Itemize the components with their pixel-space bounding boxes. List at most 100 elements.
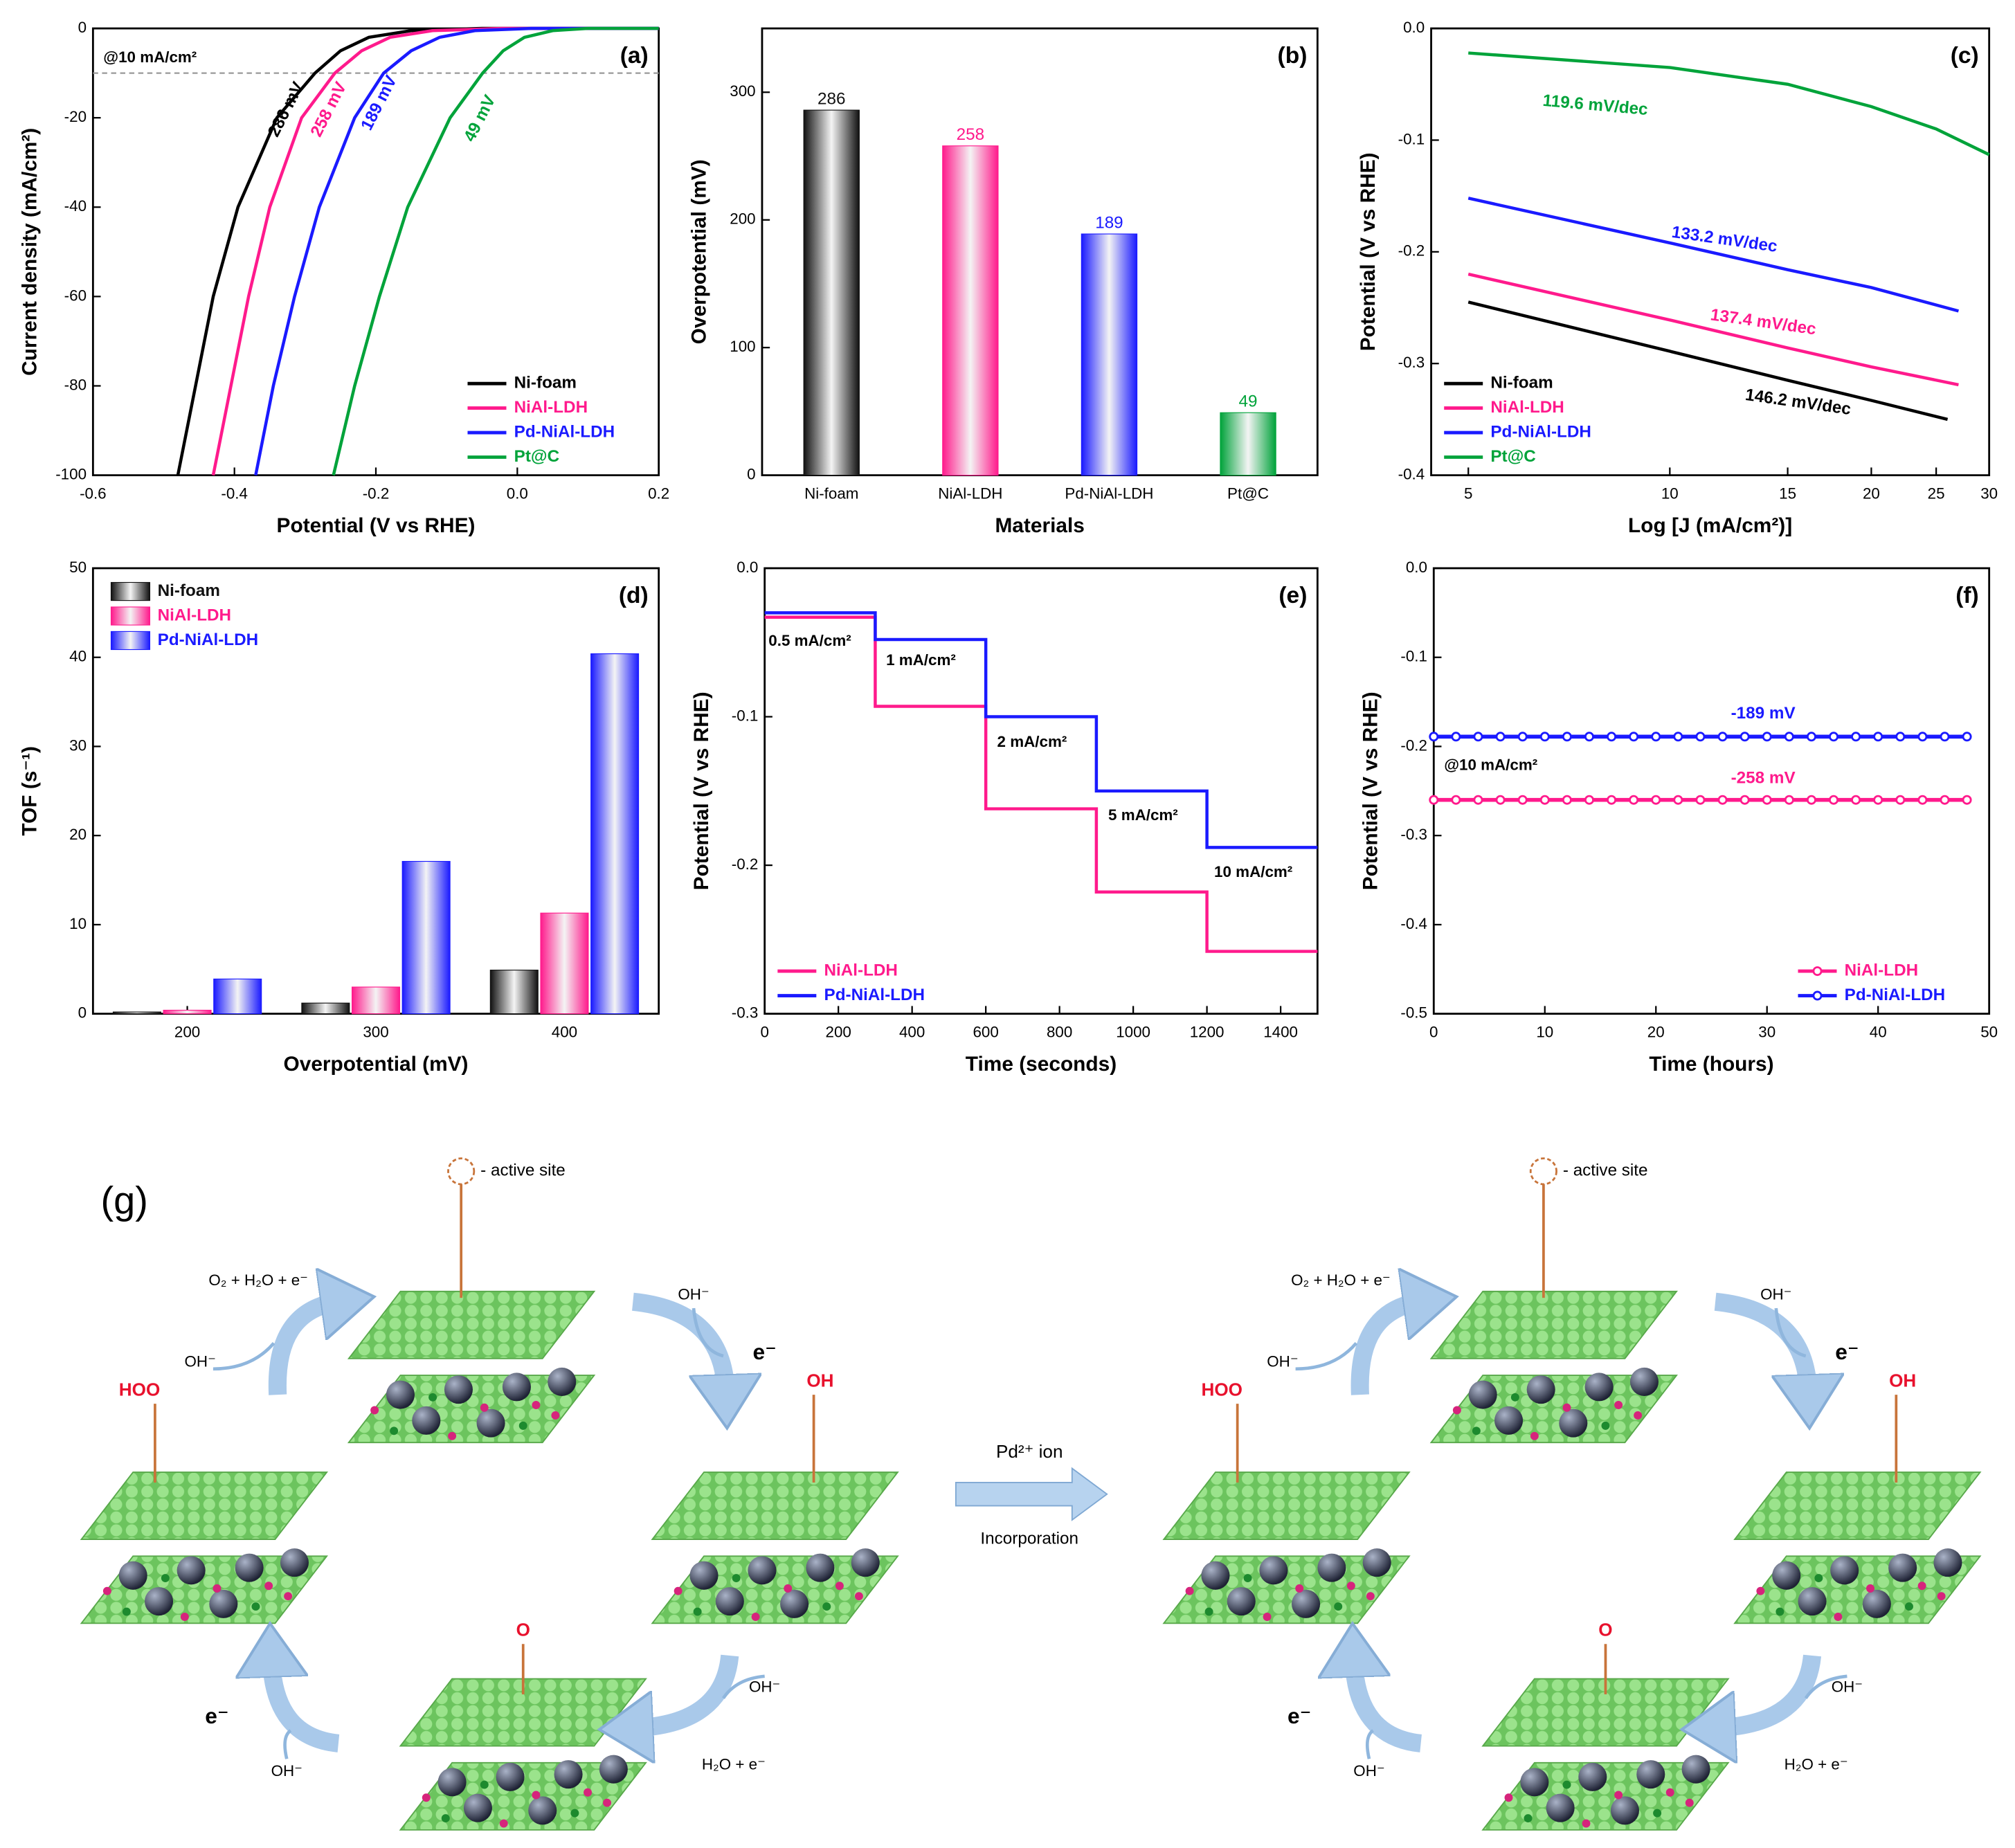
y-axis-label: Current density (mA/cm²) [19,128,42,376]
inflow-arrow [283,1729,292,1759]
panel: 0 100 200 300 Materials Overpotential (mV) (b)… [687,27,1319,537]
anion [693,1607,702,1616]
x-tick-label: 10 [1661,485,1679,502]
cycle-arrow [1714,1292,1808,1393]
y-tick-label: 0 [78,19,87,36]
anion [1685,1798,1694,1807]
marker [1940,732,1950,742]
bar [942,145,999,476]
marker [1940,795,1950,805]
metal-atom [476,1408,505,1438]
metal-atom [806,1553,835,1582]
marker [1473,732,1483,742]
x-tick-label: 600 [973,1024,998,1041]
y-axis-label: Potential (V vs RHE) [690,691,713,890]
metal-atom [1201,1561,1230,1590]
marker [1429,732,1439,742]
ldh-layer [1429,1290,1678,1359]
anion [1582,1819,1591,1828]
marker [1495,732,1506,742]
incorporation-arrow [955,1467,1108,1521]
anion [1185,1586,1194,1595]
diagram-label: e⁻ [1287,1703,1311,1728]
anion [1814,1574,1823,1583]
anion [1504,1793,1513,1802]
anion [854,1592,863,1601]
bar [489,970,539,1015]
ldh-slab [399,1678,647,1831]
marker [1762,732,1772,742]
ldh-layer [399,1678,647,1747]
x-tick-label: 200 [174,1024,200,1041]
x-tick-label: Ni-foam [804,485,858,502]
x-tick-label: 0 [760,1024,768,1041]
marker [1584,795,1594,805]
anion [422,1793,431,1802]
marker [1495,795,1506,805]
panel-label: (g) [101,1179,148,1222]
anion [835,1582,844,1591]
ldh-slab [1429,1290,1678,1444]
legend-label: NiAl-LDH [1490,398,1564,417]
diagram-label: O [516,1619,530,1640]
anion [1614,1401,1623,1409]
line [764,611,1318,849]
metal-atom [689,1561,719,1590]
y-tick-label: 0.0 [737,559,758,576]
anion [370,1406,379,1415]
metal-atom [1888,1553,1917,1582]
y-tick-label: -0.2 [1400,736,1427,754]
x-axis-label: Overpotential (mV) [284,1053,469,1076]
diagram-label: OH⁻ [1832,1678,1863,1696]
y-tick-label: -100 [55,466,87,483]
marker [1717,732,1728,742]
legend-swatch [110,581,151,601]
anion [499,1819,508,1828]
panel: -0.3 -0.2 -0.1 0.0 0 200 400 600 800 1000 1200 1400… [690,559,1319,1076]
y-axis-label: Potential (V vs RHE) [1357,152,1380,351]
anion [102,1586,111,1595]
anion [1775,1607,1784,1616]
diagram-label: O₂ + H₂O + e⁻ [208,1271,308,1289]
y-tick-label: -0.1 [732,707,759,724]
legend-marker [1812,990,1823,1001]
diagram-label: OH⁻ [185,1352,216,1370]
diagram-label: - active site [1563,1161,1648,1180]
metal-atom [463,1793,492,1822]
arrow-label: Pd²⁺ ion [996,1441,1063,1462]
metal-atom [1636,1760,1665,1789]
anion [1346,1582,1355,1591]
metal-atom [1559,1408,1588,1438]
anion [551,1411,560,1420]
marker [1695,795,1706,805]
x-tick-label: 30 [1980,485,1998,502]
diagram-label: e⁻ [205,1703,228,1728]
metal-atom [1681,1755,1710,1784]
panel-label: (d) [619,583,649,608]
anion [1834,1613,1843,1621]
legend-marker [1812,966,1823,977]
marker [1784,732,1794,742]
annotation: -258 mV [1731,769,1796,788]
metal-atom [1862,1589,1891,1618]
ldh-layer [347,1290,596,1359]
arrow-label: Incorporation [980,1529,1078,1548]
annotation: 0.5 mA/cm² [768,632,851,649]
bar [590,653,640,1015]
marker [1517,795,1528,805]
anion [1472,1426,1481,1435]
cycle-arrow [1350,1302,1421,1395]
inflow-arrow [692,1307,724,1358]
bar [1081,233,1138,476]
marker [1562,732,1572,742]
marker [1851,732,1861,742]
anion [251,1602,260,1611]
bar [401,860,451,1015]
anion [480,1780,489,1789]
ldh-slab [347,1290,596,1444]
diagram-label: OH⁻ [678,1285,709,1303]
legend-label: Ni-foam [1490,374,1553,392]
anion [284,1592,293,1601]
marker [1517,732,1528,742]
x-tick-label: 800 [1047,1024,1072,1041]
